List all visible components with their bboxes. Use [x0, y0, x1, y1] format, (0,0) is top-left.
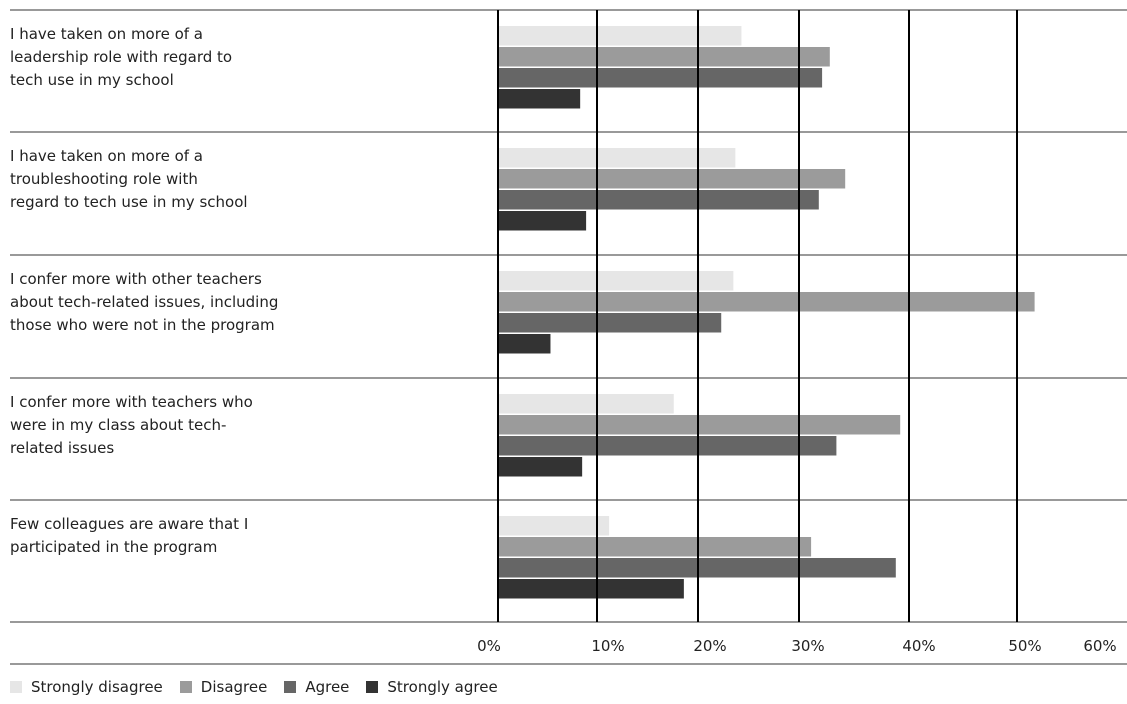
legend-label: Disagree [200, 678, 268, 696]
category-label: Few colleagues are aware that I [10, 515, 248, 533]
bar [498, 47, 830, 67]
x-tick-label: 10% [591, 637, 624, 655]
legend-label: Strongly agree [387, 678, 498, 696]
x-tick-label: 50% [1008, 637, 1041, 655]
bar [498, 457, 583, 477]
category-label: leadership role with regard to [10, 48, 232, 66]
category-label: I confer more with teachers who [10, 393, 253, 411]
x-tick-label: 20% [693, 637, 726, 655]
legend-item: Strongly disagree [10, 678, 163, 696]
bar [498, 415, 901, 435]
bar [498, 169, 846, 189]
legend-item: Agree [284, 678, 349, 696]
category-label: tech use in my school [10, 71, 174, 89]
bar [498, 211, 587, 231]
bar [498, 26, 742, 46]
legend-swatch [10, 681, 22, 693]
category-label: I have taken on more of a [10, 147, 203, 165]
bar [498, 436, 837, 456]
category-label: I have taken on more of a [10, 25, 203, 43]
bar [498, 558, 896, 578]
bar [498, 313, 722, 333]
legend-label: Strongly disagree [31, 678, 163, 696]
category-label: related issues [10, 439, 114, 457]
bar [498, 148, 736, 168]
legend-item: Strongly agree [366, 678, 498, 696]
x-tick-label: 30% [791, 637, 824, 655]
x-tick-label: 40% [902, 637, 935, 655]
bar [498, 579, 684, 599]
category-label: about tech-related issues, including [10, 293, 278, 311]
bar [498, 68, 823, 88]
legend-swatch [179, 681, 192, 693]
bar [498, 190, 819, 210]
category-label: those who were not in the program [10, 316, 275, 334]
category-label: participated in the program [10, 538, 217, 556]
x-tick-label: 0% [477, 637, 501, 655]
bar [498, 394, 674, 414]
legend-swatch [366, 681, 379, 693]
bar [498, 271, 734, 291]
x-tick-label: 60% [1083, 637, 1116, 655]
bar [498, 516, 610, 536]
category-label: regard to tech use in my school [10, 193, 248, 211]
legend-label: Agree [305, 678, 350, 696]
legend-item: Disagree [179, 678, 268, 696]
legend-swatch [284, 681, 297, 693]
bar [498, 334, 551, 354]
bar [498, 537, 812, 557]
category-label: troubleshooting role with [10, 170, 198, 188]
bar [498, 292, 1035, 312]
category-label: were in my class about tech- [10, 416, 226, 434]
bar [498, 89, 581, 109]
legend: Strongly disagree Disagree Agree Strongly a… [10, 677, 515, 697]
category-label: I confer more with other teachers [10, 270, 262, 288]
